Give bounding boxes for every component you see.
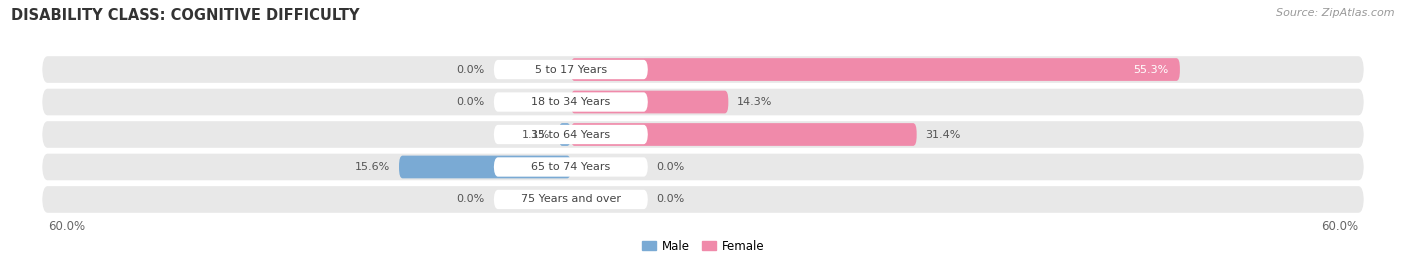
FancyBboxPatch shape <box>42 121 1364 148</box>
FancyBboxPatch shape <box>42 154 1364 180</box>
Legend: Male, Female: Male, Female <box>641 240 765 253</box>
Text: 55.3%: 55.3% <box>1133 65 1168 75</box>
FancyBboxPatch shape <box>571 123 917 146</box>
FancyBboxPatch shape <box>42 89 1364 115</box>
Text: 5 to 17 Years: 5 to 17 Years <box>534 65 607 75</box>
Text: 35 to 64 Years: 35 to 64 Years <box>531 129 610 140</box>
FancyBboxPatch shape <box>399 155 571 178</box>
Text: DISABILITY CLASS: COGNITIVE DIFFICULTY: DISABILITY CLASS: COGNITIVE DIFFICULTY <box>11 8 360 23</box>
FancyBboxPatch shape <box>494 60 648 79</box>
Text: 65 to 74 Years: 65 to 74 Years <box>531 162 610 172</box>
Text: 14.3%: 14.3% <box>737 97 772 107</box>
Text: 0.0%: 0.0% <box>457 65 485 75</box>
FancyBboxPatch shape <box>494 190 648 209</box>
Text: 0.0%: 0.0% <box>457 194 485 204</box>
FancyBboxPatch shape <box>494 125 648 144</box>
Text: 15.6%: 15.6% <box>354 162 391 172</box>
FancyBboxPatch shape <box>571 58 1180 81</box>
Text: 31.4%: 31.4% <box>925 129 960 140</box>
FancyBboxPatch shape <box>494 92 648 112</box>
Text: 60.0%: 60.0% <box>48 220 84 233</box>
Text: 0.0%: 0.0% <box>457 97 485 107</box>
Text: 1.1%: 1.1% <box>522 129 550 140</box>
Text: 0.0%: 0.0% <box>657 162 685 172</box>
FancyBboxPatch shape <box>494 157 648 177</box>
Text: Source: ZipAtlas.com: Source: ZipAtlas.com <box>1277 8 1395 18</box>
FancyBboxPatch shape <box>558 123 571 146</box>
Text: 60.0%: 60.0% <box>1322 220 1358 233</box>
FancyBboxPatch shape <box>42 186 1364 213</box>
Text: 18 to 34 Years: 18 to 34 Years <box>531 97 610 107</box>
Text: 0.0%: 0.0% <box>657 194 685 204</box>
FancyBboxPatch shape <box>571 91 728 114</box>
Text: 75 Years and over: 75 Years and over <box>520 194 621 204</box>
FancyBboxPatch shape <box>42 56 1364 83</box>
